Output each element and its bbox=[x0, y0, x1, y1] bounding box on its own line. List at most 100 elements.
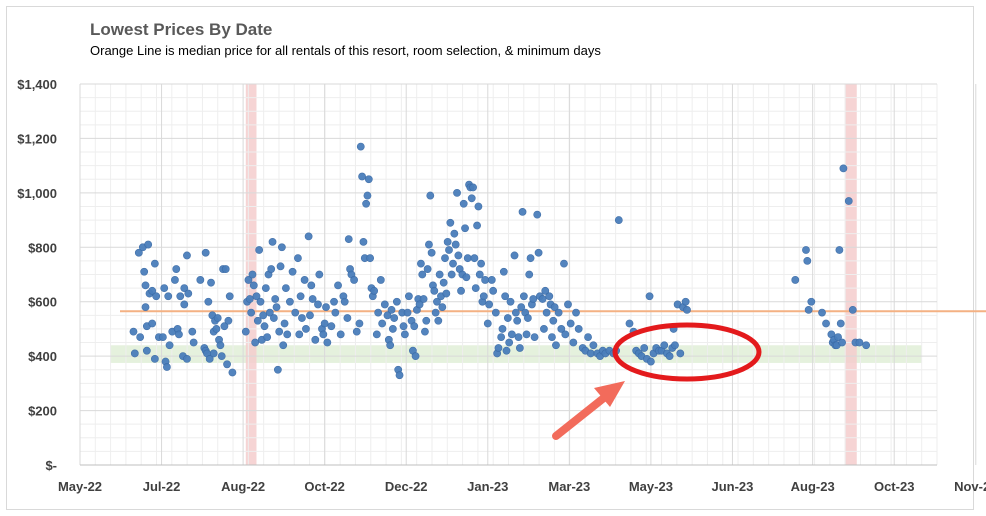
data-point bbox=[362, 199, 371, 208]
data-point bbox=[439, 278, 448, 287]
data-point bbox=[388, 325, 397, 333]
data-point bbox=[378, 319, 387, 328]
data-point bbox=[427, 248, 436, 257]
data-point bbox=[248, 270, 257, 279]
data-point bbox=[681, 297, 690, 306]
x-tick-label: Nov-23 bbox=[954, 479, 986, 494]
data-point bbox=[298, 314, 306, 322]
annotations bbox=[552, 322, 762, 440]
data-point bbox=[275, 327, 284, 336]
data-point bbox=[302, 325, 310, 333]
data-point bbox=[386, 341, 395, 350]
y-tick-label: $1,200 bbox=[17, 131, 57, 146]
y-tick-label: $- bbox=[45, 458, 57, 473]
data-point bbox=[499, 267, 508, 276]
data-point bbox=[529, 295, 538, 303]
data-point bbox=[838, 338, 846, 347]
data-point bbox=[189, 338, 198, 347]
data-point bbox=[506, 297, 515, 306]
data-point bbox=[457, 286, 465, 295]
data-point bbox=[438, 303, 447, 312]
data-point bbox=[334, 281, 342, 290]
data-point bbox=[217, 352, 226, 361]
data-point bbox=[515, 344, 524, 352]
data-point bbox=[804, 305, 813, 314]
data-point bbox=[294, 254, 302, 263]
data-point bbox=[426, 191, 435, 200]
data-point bbox=[359, 237, 368, 246]
chart-subtitle: Orange Line is median price for all rent… bbox=[90, 43, 601, 58]
data-point bbox=[330, 297, 338, 306]
data-point bbox=[584, 333, 592, 341]
data-point bbox=[453, 188, 461, 197]
y-tick-label: $400 bbox=[28, 349, 57, 364]
data-point bbox=[296, 292, 305, 301]
data-point bbox=[160, 284, 169, 293]
data-point bbox=[164, 292, 173, 301]
data-point bbox=[463, 254, 472, 263]
data-point bbox=[589, 341, 598, 350]
data-point bbox=[142, 346, 151, 355]
data-point bbox=[269, 314, 278, 322]
data-point bbox=[355, 319, 364, 328]
x-tick-label: Oct-22 bbox=[304, 479, 344, 494]
data-point bbox=[134, 248, 143, 257]
data-point bbox=[542, 308, 551, 317]
data-point bbox=[307, 281, 316, 290]
data-point bbox=[336, 330, 345, 339]
data-point bbox=[554, 308, 563, 317]
data-point bbox=[501, 292, 510, 301]
y-tick-label: $1,400 bbox=[17, 77, 57, 92]
data-point bbox=[834, 333, 842, 341]
data-point bbox=[545, 292, 554, 301]
data-point bbox=[253, 316, 262, 325]
data-point bbox=[221, 265, 230, 273]
data-point bbox=[241, 327, 250, 336]
data-point bbox=[533, 210, 542, 219]
data-point bbox=[204, 297, 213, 306]
data-point bbox=[530, 333, 539, 341]
data-point bbox=[449, 259, 457, 268]
data-point bbox=[526, 254, 535, 263]
data-point bbox=[461, 224, 469, 233]
arrow-head bbox=[594, 381, 625, 407]
data-point bbox=[172, 265, 181, 273]
data-point bbox=[574, 325, 583, 333]
data-point bbox=[447, 270, 456, 279]
data-point bbox=[548, 333, 556, 341]
data-point bbox=[523, 314, 532, 322]
data-point bbox=[150, 354, 159, 363]
data-point bbox=[291, 308, 300, 317]
data-point bbox=[569, 338, 578, 347]
data-point bbox=[196, 276, 205, 284]
y-tick-label: $600 bbox=[28, 295, 57, 310]
data-point bbox=[129, 327, 138, 336]
data-point bbox=[640, 344, 649, 352]
data-point bbox=[255, 246, 264, 254]
data-point bbox=[323, 338, 332, 347]
data-point bbox=[502, 346, 511, 355]
low-price-band bbox=[110, 345, 922, 363]
data-point bbox=[251, 338, 260, 347]
data-point bbox=[557, 325, 566, 333]
data-point bbox=[417, 259, 425, 268]
data-point bbox=[245, 295, 254, 303]
data-point bbox=[518, 208, 527, 216]
data-point bbox=[358, 172, 367, 181]
data-point bbox=[279, 341, 288, 350]
data-point bbox=[259, 311, 268, 320]
data-point bbox=[180, 284, 189, 293]
data-point bbox=[380, 300, 389, 309]
data-point bbox=[525, 270, 534, 279]
data-point bbox=[140, 267, 149, 276]
data-point bbox=[446, 218, 455, 227]
data-point bbox=[268, 237, 277, 246]
data-point bbox=[445, 246, 453, 254]
data-point bbox=[862, 341, 871, 350]
data-point bbox=[451, 240, 460, 249]
data-point bbox=[552, 341, 560, 350]
y-tick-label: $1,000 bbox=[17, 186, 57, 201]
data-point bbox=[479, 292, 488, 301]
data-point bbox=[286, 297, 294, 306]
data-point bbox=[308, 295, 317, 303]
